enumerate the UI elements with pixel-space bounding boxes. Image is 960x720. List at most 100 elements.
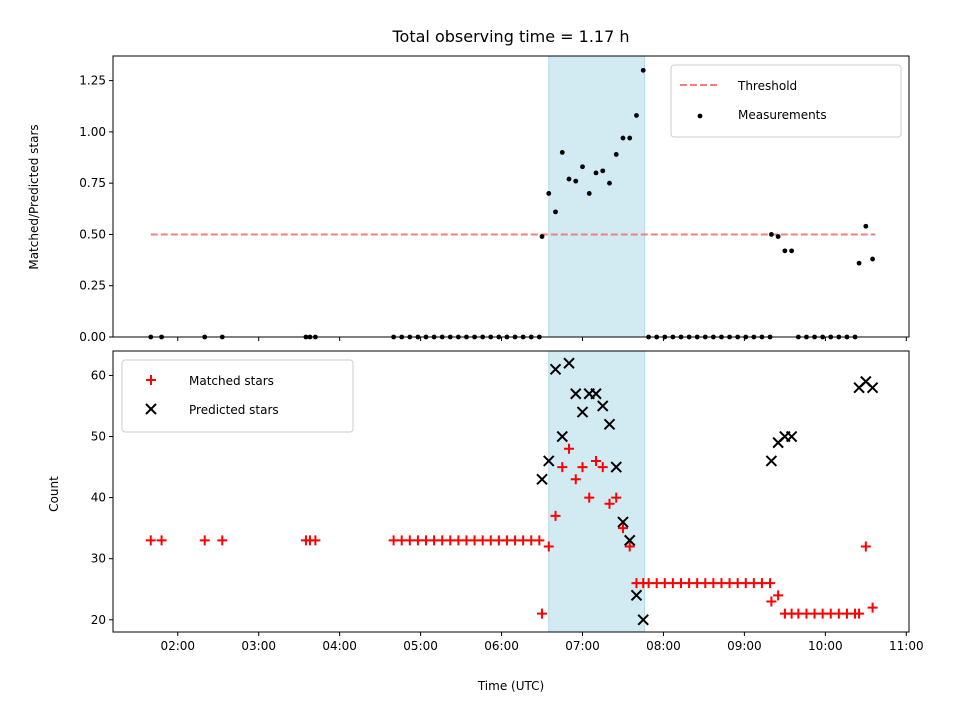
legend-label: Matched stars: [189, 374, 274, 388]
bottom-x-point: [785, 430, 798, 443]
top-y-tick-label: 0.75: [79, 176, 106, 190]
top-dot-point: [863, 223, 869, 229]
bottom-plus-point: [590, 455, 601, 466]
top-dot-point: [593, 170, 599, 176]
bottom-x-tick-label: 06:00: [484, 639, 519, 653]
top-y-tick-label: 1.00: [79, 125, 106, 139]
top-dot-point: [559, 150, 565, 155]
bottom-x-point: [590, 388, 602, 400]
legend-label: Threshold: [737, 79, 797, 93]
top-dot-point: [782, 248, 788, 254]
top-dot-point: [620, 135, 626, 141]
bottom-plus-point: [617, 523, 628, 534]
top-legend: Threshold Measurements: [670, 64, 902, 138]
top-dot-point: [539, 234, 545, 239]
top-dot-point: [580, 164, 585, 170]
bottom-plus-point: [867, 602, 878, 613]
top-y-tick-label: 1.25: [79, 74, 106, 88]
bottom-legend: Matched stars Predicted stars: [121, 359, 354, 433]
legend-predicted-swatch: [145, 403, 157, 415]
bottom-x-tick-label: 02:00: [160, 639, 195, 653]
bottom-plus-point: [145, 535, 156, 546]
top-dot-point: [856, 260, 862, 266]
bottom-x-tick-label: 05:00: [403, 639, 438, 653]
bottom-x-point: [597, 400, 609, 412]
bottom-x-point: [563, 357, 575, 369]
bottom-plus-point: [773, 590, 784, 601]
bottom-plus-point: [860, 541, 871, 552]
bottom-series-0: [145, 443, 878, 619]
bottom-y-tick-label: 30: [91, 552, 106, 566]
bottom-x-point: [536, 473, 548, 485]
top-dot-point: [634, 113, 639, 118]
bottom-shaded-span: [548, 350, 646, 633]
chart-title: Total observing time = 1.17 h: [391, 27, 629, 46]
bottom-x-point: [556, 430, 568, 443]
bottom-plus-point: [156, 535, 167, 546]
top-dot-point: [768, 232, 774, 237]
top-plot-area: 0.00 0.25 0.50 0.75 1.00 1.25 Threshold Measure…: [79, 55, 910, 344]
bottom-plus-point: [854, 608, 865, 619]
bottom-x-tick-label: 11:00: [889, 639, 924, 653]
top-dot-point: [607, 180, 612, 186]
top-dot-point: [870, 256, 875, 262]
bottom-x-point: [637, 614, 649, 626]
bottom-y-axis-label: Count: [47, 476, 61, 512]
top-dot-point: [640, 67, 646, 73]
bottom-plus-point: [584, 492, 595, 503]
top-panel: Total observing time = 1.17 h Matched/Pr…: [27, 27, 910, 344]
bottom-x-point: [549, 363, 562, 376]
bottom-x-point: [617, 516, 629, 528]
bottom-plus-point: [557, 462, 568, 473]
bottom-y-tick-label: 60: [91, 368, 106, 382]
top-legend-box: [670, 64, 902, 138]
bottom-legend-box: [121, 359, 354, 433]
bottom-plus-point: [537, 608, 548, 619]
bottom-plus-point: [597, 462, 608, 473]
bottom-plus-point: [611, 492, 622, 503]
bottom-plus-point: [534, 535, 545, 546]
bottom-axes-frame: [112, 350, 910, 633]
bottom-plot-area: 20 30 40 50 60 02:00 03:00 04:00 05:00 06:00 07:00…: [91, 350, 924, 653]
bottom-x-point: [603, 418, 616, 431]
top-dot-point: [600, 168, 606, 174]
bottom-plus-point: [604, 498, 615, 509]
bottom-x-point: [570, 388, 582, 400]
bottom-y-tick-label: 40: [91, 491, 106, 505]
bottom-plus-point: [543, 541, 554, 552]
bottom-y-tick-label: 50: [91, 430, 106, 444]
bottom-x-tick-label: 04:00: [322, 639, 357, 653]
legend-label: Measurements: [738, 108, 827, 122]
top-y-tick-label: 0.00: [79, 330, 106, 344]
bottom-plus-point: [766, 596, 777, 607]
top-dot-point: [789, 248, 795, 254]
top-y-tick-label: 0.25: [79, 279, 106, 293]
bottom-series-1: [536, 357, 879, 626]
bottom-x-point: [866, 381, 879, 394]
bottom-panel: Count Time (UTC) 20 30 40 50 60 02:00 03:00 04:…: [47, 350, 924, 693]
top-dot-point: [573, 178, 579, 184]
top-dot-point: [627, 135, 633, 141]
top-dot-point: [775, 234, 781, 239]
top-y-axis-label: Matched/Predicted stars: [27, 124, 41, 269]
legend-measurements-swatch: [697, 113, 703, 119]
bottom-x-tick-label: 07:00: [565, 639, 600, 653]
bottom-x-tick-label: 10:00: [808, 639, 843, 653]
bottom-y-tick-label: 20: [91, 613, 106, 627]
bottom-plus-point: [570, 474, 581, 485]
bottom-x-point: [610, 461, 622, 473]
bottom-x-point: [630, 589, 643, 602]
top-dot-point: [586, 191, 592, 196]
top-dot-point: [613, 152, 619, 157]
bottom-plus-point: [310, 535, 321, 546]
bottom-x-point: [765, 455, 778, 467]
legend-label: Predicted stars: [189, 403, 279, 417]
bottom-x-point: [543, 455, 555, 467]
top-y-tick-label: 0.50: [79, 227, 106, 241]
top-dot-point: [546, 191, 552, 196]
bottom-x-tick-label: 08:00: [646, 639, 681, 653]
top-shaded-span: [548, 55, 646, 338]
top-dot-point: [566, 176, 572, 182]
bottom-x-point: [576, 406, 589, 418]
